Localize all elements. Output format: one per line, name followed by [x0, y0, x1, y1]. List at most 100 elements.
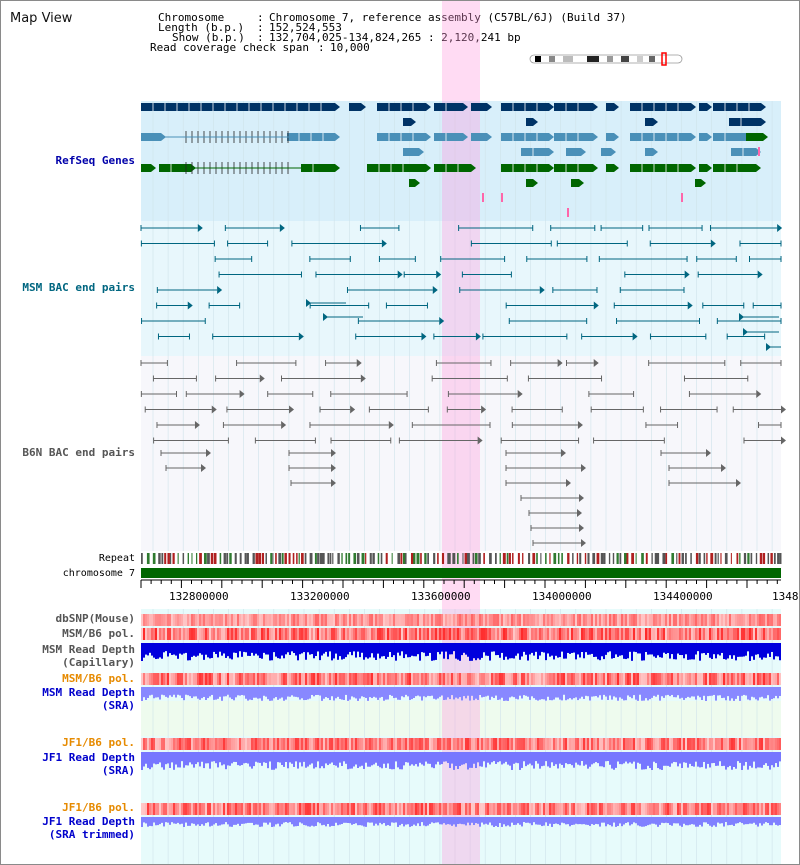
depth-bar [369, 817, 371, 823]
depth-bar [733, 817, 735, 826]
heat-cell [537, 803, 539, 815]
bac-end-arrow [739, 313, 744, 321]
track-label-repeat[interactable]: Repeat [98, 553, 135, 564]
msm-b6-pol-heatmap[interactable] [141, 628, 781, 640]
heat-cell [167, 803, 169, 815]
heat-cell [213, 614, 215, 626]
depth-bar [277, 643, 279, 659]
heat-cell [433, 673, 435, 685]
heat-cell [601, 673, 603, 685]
depth-bar [621, 687, 623, 699]
heat-cell [295, 673, 297, 685]
gene-strand-arrow [691, 164, 696, 172]
depth-bar [765, 817, 767, 823]
depth-bar [217, 752, 219, 768]
chromosome-key: Chromosome [158, 11, 225, 24]
heat-cell [777, 614, 779, 626]
heat-cell [777, 673, 779, 685]
depth-bar [171, 752, 173, 763]
heat-cell [487, 738, 489, 750]
depth-bar [401, 752, 403, 770]
chromosome-sep: : [257, 11, 264, 24]
depth-bar [521, 752, 523, 768]
refseq-gene-features[interactable] [141, 103, 768, 217]
gene-strand-arrow [426, 103, 431, 111]
repeat-element [743, 553, 747, 564]
jf1-b6-pol-heatmap[interactable] [141, 738, 781, 750]
depth-bar [763, 817, 765, 824]
track-label-jf1-depth-sra[interactable]: JF1 Read Depth [42, 751, 135, 764]
track-label-msm-b6-pol[interactable]: MSM/B6 pol. [62, 627, 135, 640]
heat-cell [447, 614, 449, 626]
depth-bar [701, 687, 703, 700]
depth-bar [529, 817, 531, 824]
msm-bac-pairs[interactable] [140, 224, 783, 351]
track-label-msm-depth-sra[interactable]: MSM Read Depth [42, 686, 135, 699]
heat-cell [389, 614, 391, 626]
heat-cell [219, 673, 221, 685]
track-label-refseq[interactable]: RefSeq Genes [55, 154, 135, 167]
depth-bar [399, 687, 401, 700]
depth-bar [669, 752, 671, 767]
repeat-track[interactable] [141, 553, 782, 564]
depth-bar [343, 752, 345, 762]
heat-cell [619, 803, 621, 815]
depth-bar [233, 752, 235, 762]
gene-block [377, 103, 426, 111]
depth-bar [533, 752, 535, 769]
repeat-element [152, 553, 156, 564]
heat-cell [687, 628, 689, 640]
gene-strand-arrow [549, 103, 554, 111]
heat-cell [779, 614, 781, 626]
dbsnp-heatmap[interactable] [141, 614, 781, 626]
depth-bar [769, 752, 771, 770]
repeat-element [681, 553, 684, 564]
heat-cell [631, 803, 633, 815]
highlight-region[interactable] [442, 1, 480, 864]
jf1-depth-trim-bars[interactable] [141, 817, 781, 827]
track-label-dbsnp[interactable]: dbSNP(Mouse) [55, 612, 135, 625]
heat-cell [223, 614, 225, 626]
b6n-bac-pairs[interactable] [140, 359, 786, 547]
heat-cell [253, 738, 255, 750]
msm-b6-pol-sra-heatmap[interactable] [141, 673, 781, 685]
heat-cell [349, 803, 351, 815]
depth-bar [163, 643, 165, 653]
heat-cell [731, 614, 733, 626]
jf1-depth-sra-bars[interactable] [141, 752, 781, 770]
depth-bar [359, 687, 361, 699]
chromosome-bar[interactable] [141, 568, 781, 578]
repeat-element [416, 553, 420, 564]
chromosome-ideogram[interactable] [529, 52, 683, 66]
track-label-jf1-b6-pol[interactable]: JF1/B6 pol. [62, 736, 135, 749]
depth-bar [443, 643, 445, 659]
depth-bar [517, 817, 519, 824]
heat-cell [395, 628, 397, 640]
msm-depth-sra-bars[interactable] [141, 687, 781, 701]
track-label-chromosome[interactable]: chromosome 7 [62, 568, 135, 579]
depth-bar [661, 752, 663, 770]
heat-cell [437, 628, 439, 640]
track-label-msm-b6-pol-sra[interactable]: MSM/B6 pol. [62, 672, 135, 685]
heat-cell [455, 673, 457, 685]
depth-bar [271, 752, 273, 770]
track-label-msm-bac[interactable]: MSM BAC end pairs [22, 281, 135, 294]
heat-cell [599, 738, 601, 750]
track-label-jf1-depth-trim[interactable]: JF1 Read Depth [42, 815, 135, 828]
msm-depth-capillary-bars[interactable] [141, 643, 781, 661]
track-label-jf1-b6-pol-trim[interactable]: JF1/B6 pol. [62, 801, 135, 814]
heat-cell [527, 738, 529, 750]
track-label-b6n-bac[interactable]: B6N BAC end pairs [22, 446, 135, 459]
heat-cell [405, 628, 407, 640]
depth-bar [681, 643, 683, 656]
bac-end-arrow [781, 405, 786, 414]
jf1-b6-pol-trim-heatmap[interactable] [141, 803, 781, 815]
depth-bar [343, 643, 345, 659]
depth-bar [597, 817, 599, 825]
heat-cell [771, 673, 773, 685]
bac-end-arrow [706, 449, 711, 457]
depth-bar [569, 817, 571, 827]
track-label-msm-depth-cap[interactable]: MSM Read Depth [42, 643, 135, 656]
heat-cell [145, 614, 147, 626]
